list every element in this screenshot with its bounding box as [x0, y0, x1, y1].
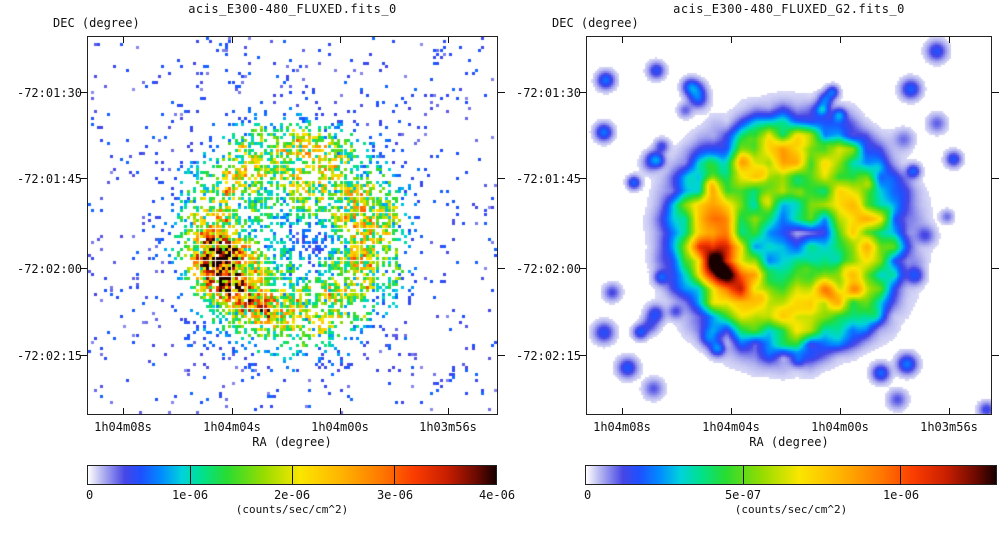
y-axis-tick: [80, 268, 87, 269]
right-colorbar-label: 5e-07: [724, 488, 762, 502]
x-axis-tick: [232, 408, 233, 414]
left-colorbar: [87, 465, 497, 485]
y-axis-tick: [579, 92, 586, 93]
right-colorbar-units: (counts/sec/cm^2): [734, 503, 848, 516]
y-axis-tick: [80, 355, 87, 356]
x-axis-tick: [731, 37, 732, 43]
x-axis-tick: [448, 37, 449, 43]
y-axis-tick: [80, 92, 87, 93]
left-colorbar-units: (counts/sec/cm^2): [235, 503, 349, 516]
x-axis-tick: [622, 408, 623, 414]
right-xtick-label: 1h04m04s: [702, 420, 760, 434]
right-colorbar: [585, 465, 997, 485]
left-colorbar-label: 0: [86, 488, 94, 502]
left-plot-title: acis_E300-480_FLUXED.fits_0: [188, 2, 397, 16]
x-axis-tick: [123, 37, 124, 43]
left-plot-frame: [87, 36, 498, 415]
x-axis-tick: [731, 408, 732, 414]
colorbar-value-tick: [292, 466, 293, 484]
y-axis-tick: [579, 355, 586, 356]
x-axis-tick: [340, 408, 341, 414]
left-ytick-label: -72:01:30: [16, 86, 82, 100]
colorbar-value-tick: [190, 466, 191, 484]
left-colorbar-label: 1e-06: [171, 488, 209, 502]
right-image-canvas: [587, 37, 991, 414]
right-plot-frame: [586, 36, 992, 415]
x-axis-tick: [949, 408, 950, 414]
x-axis-tick: [949, 37, 950, 43]
colorbar-value-tick: [900, 466, 902, 484]
left-xtick-label: 1h04m00s: [311, 420, 369, 434]
y-axis-tick: [992, 178, 999, 179]
x-axis-tick: [448, 408, 449, 414]
left-xtick-label: 1h04m08s: [94, 420, 152, 434]
y-axis-tick: [992, 92, 999, 93]
right-plot-title: acis_E300-480_FLUXED_G2.fits_0: [673, 2, 905, 16]
left-colorbar-label: 4e-06: [478, 488, 516, 502]
right-xtick-label: 1h04m08s: [593, 420, 651, 434]
y-axis-tick: [498, 92, 505, 93]
left-image-canvas: [88, 37, 497, 414]
left-ytick-label: -72:02:15: [16, 349, 82, 363]
y-axis-tick: [498, 355, 505, 356]
y-axis-tick: [992, 355, 999, 356]
colorbar-value-tick: [394, 466, 395, 484]
left-colorbar-label: 2e-06: [273, 488, 311, 502]
right-xtick-label: 1h03m56s: [920, 420, 978, 434]
right-colorbar-label: 0: [584, 488, 592, 502]
y-axis-tick: [498, 268, 505, 269]
left-xtick-label: 1h04m04s: [203, 420, 261, 434]
left-ra-axis-label: RA (degree): [252, 435, 332, 449]
right-ra-axis-label: RA (degree): [749, 435, 829, 449]
x-axis-tick: [840, 37, 841, 43]
right-colorbar-label: 1e-06: [882, 488, 920, 502]
y-axis-tick: [579, 268, 586, 269]
y-axis-tick: [80, 178, 87, 179]
right-ytick-label: -72:02:00: [515, 262, 581, 276]
y-axis-tick: [579, 178, 586, 179]
left-colorbar-label: 3e-06: [376, 488, 414, 502]
y-axis-tick: [498, 178, 505, 179]
left-dec-axis-label: DEC (degree): [53, 16, 140, 30]
right-dec-axis-label: DEC (degree): [552, 16, 639, 30]
x-axis-tick: [340, 37, 341, 43]
left-ytick-label: -72:02:00: [16, 262, 82, 276]
right-ytick-label: -72:01:45: [515, 172, 581, 186]
colorbar-value-tick: [743, 466, 745, 484]
y-axis-tick: [992, 268, 999, 269]
left-xtick-label: 1h03m56s: [419, 420, 477, 434]
x-axis-tick: [622, 37, 623, 43]
x-axis-tick: [840, 408, 841, 414]
right-xtick-label: 1h04m00s: [811, 420, 869, 434]
x-axis-tick: [232, 37, 233, 43]
right-ytick-label: -72:02:15: [515, 349, 581, 363]
left-ytick-label: -72:01:45: [16, 172, 82, 186]
x-axis-tick: [123, 408, 124, 414]
right-ytick-label: -72:01:30: [515, 86, 581, 100]
